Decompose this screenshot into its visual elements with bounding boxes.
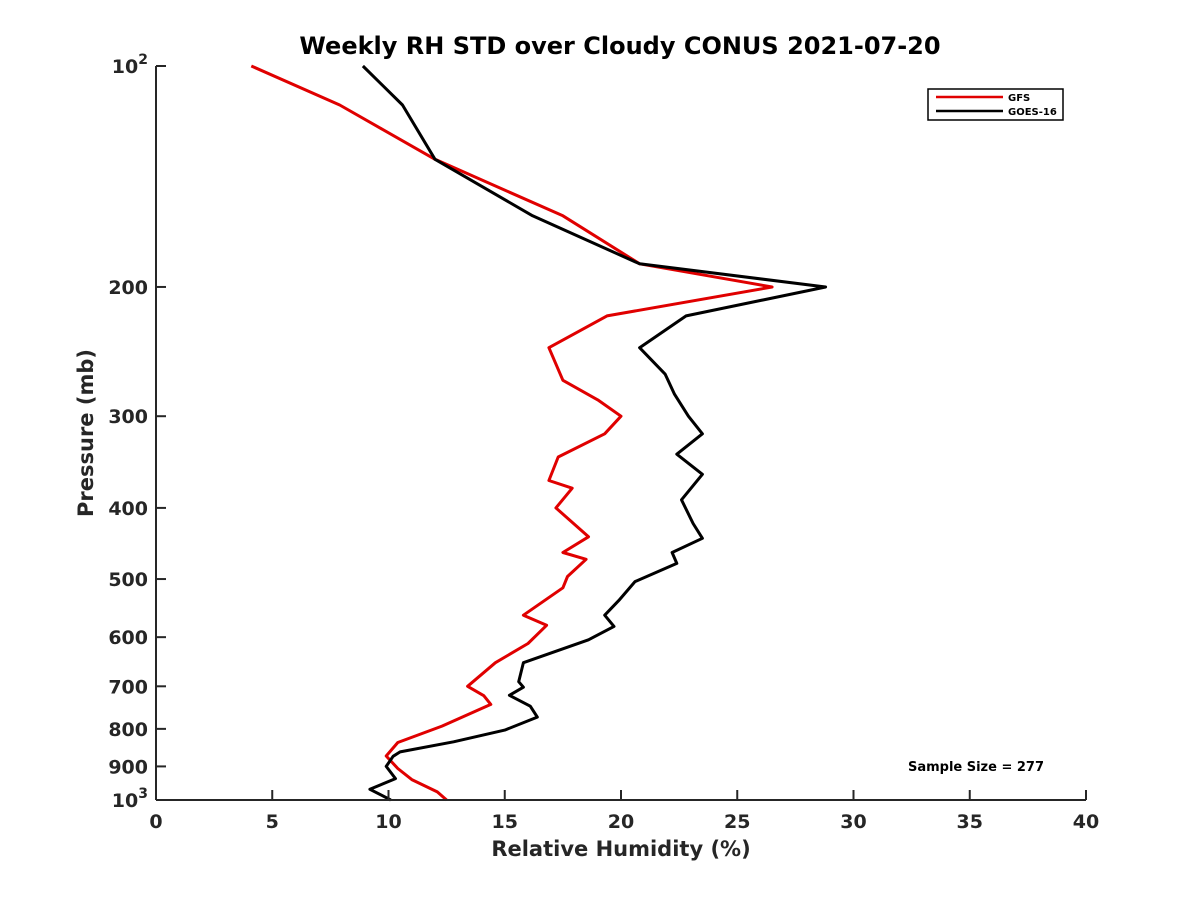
y-tick-label: 103 bbox=[112, 786, 148, 812]
y-tick-label: 102 bbox=[112, 52, 148, 78]
y-tick-label: 600 bbox=[108, 627, 148, 649]
x-tick-label: 35 bbox=[957, 811, 983, 833]
y-tick-label: 900 bbox=[108, 756, 148, 778]
legend-box bbox=[927, 88, 1064, 121]
y-tick-label: 200 bbox=[108, 277, 148, 299]
x-axis-ticks: 0 5 10 15 20 25 30 35 40 bbox=[149, 790, 1099, 833]
y-tick-label: 300 bbox=[108, 406, 148, 428]
x-tick-label: 10 bbox=[375, 811, 401, 833]
x-tick-label: 0 bbox=[149, 811, 162, 833]
x-axis-label: Relative Humidity (%) bbox=[491, 837, 750, 861]
series-line-gfs bbox=[250, 64, 774, 802]
y-tick-label: 400 bbox=[108, 498, 148, 520]
y-tick-label: 500 bbox=[108, 569, 148, 591]
legend-label-goes16: GOES-16 bbox=[1008, 107, 1057, 118]
y-tick-label: 700 bbox=[108, 676, 148, 698]
y-axis-ticks: 102 200 300 400 500 600 700 800 900 103 bbox=[108, 52, 166, 812]
x-tick-label: 5 bbox=[266, 811, 279, 833]
legend-label-gfs: GFS bbox=[1008, 93, 1030, 104]
x-tick-label: 20 bbox=[608, 811, 634, 833]
x-tick-label: 25 bbox=[724, 811, 750, 833]
series-lines bbox=[250, 64, 828, 802]
legend: GFS GOES-16 bbox=[927, 88, 1064, 121]
x-tick-label: 30 bbox=[840, 811, 866, 833]
sample-size-annotation: Sample Size = 277 bbox=[908, 760, 1044, 775]
chart-title: Weekly RH STD over Cloudy CONUS 2021-07-… bbox=[299, 32, 940, 60]
x-tick-label: 15 bbox=[492, 811, 518, 833]
series-line-goes16 bbox=[361, 64, 828, 802]
y-axis-label: Pressure (mb) bbox=[74, 349, 98, 517]
x-tick-label: 40 bbox=[1073, 811, 1099, 833]
y-tick-label: 800 bbox=[108, 719, 148, 741]
